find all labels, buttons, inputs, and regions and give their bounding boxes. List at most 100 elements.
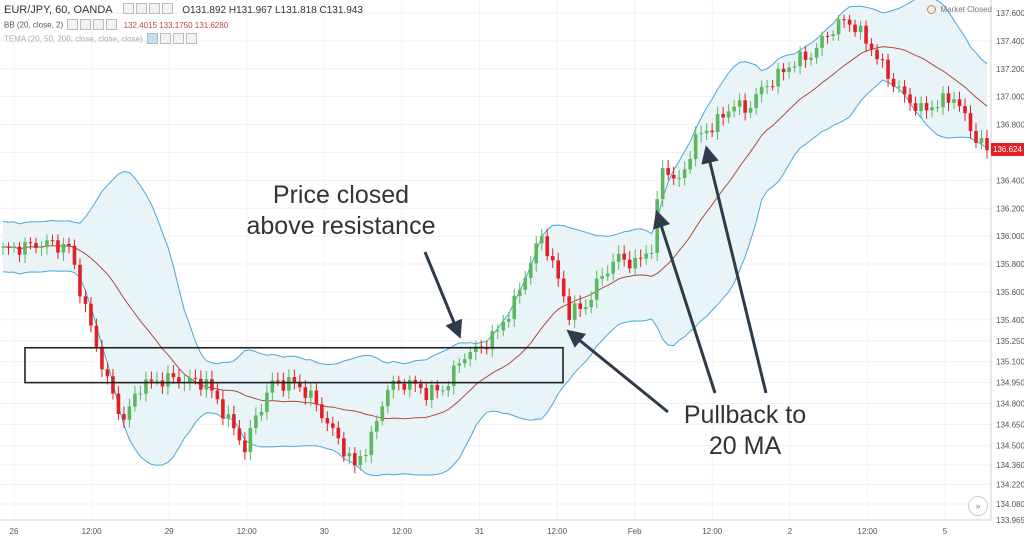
price-axis: 137.600137.400137.200137.000136.800136.6… bbox=[996, 9, 1024, 525]
candle-body bbox=[539, 236, 544, 244]
candle-body bbox=[451, 365, 456, 386]
candle-body bbox=[28, 242, 33, 244]
price-tick-label: 134.220 bbox=[996, 480, 1024, 489]
candle-body bbox=[259, 411, 264, 416]
candle-body bbox=[594, 278, 599, 300]
candle-body bbox=[869, 43, 874, 50]
candle-body bbox=[589, 299, 594, 308]
candle-body bbox=[281, 380, 286, 391]
time-tick-label: 30 bbox=[320, 527, 329, 536]
candle-body bbox=[342, 438, 346, 457]
candle-body bbox=[809, 57, 813, 60]
candle-body bbox=[39, 246, 44, 248]
candle-body bbox=[737, 100, 742, 107]
candle-body bbox=[946, 93, 951, 103]
candle-body bbox=[792, 66, 797, 68]
price-tick-label: 136.400 bbox=[996, 176, 1024, 185]
price-tick-label: 136.200 bbox=[996, 204, 1024, 213]
price-tick-label: 137.600 bbox=[996, 9, 1024, 18]
bollinger-band-fill bbox=[3, 0, 987, 476]
candle-body bbox=[331, 423, 335, 428]
candle-body bbox=[528, 263, 533, 278]
candle-body bbox=[715, 113, 720, 133]
candle-body bbox=[193, 377, 198, 379]
candle-body bbox=[908, 94, 912, 104]
candle-body bbox=[23, 242, 27, 255]
arrow-to-pullback-1 bbox=[566, 329, 669, 414]
candle-body bbox=[776, 68, 780, 87]
candle-body bbox=[232, 414, 236, 429]
moving-average-20 bbox=[2, 46, 988, 420]
candle-body bbox=[875, 49, 879, 60]
candle-body bbox=[732, 106, 736, 112]
candle-body bbox=[221, 399, 225, 419]
price-tick-label: 134.650 bbox=[996, 420, 1024, 429]
time-axis: 26 12:00 29 12:00 30 12:00 31 12:00 Feb 12:00 2 12:… bbox=[10, 527, 948, 536]
legend-tema: TEMA (20, 50, 200, close, close, close) bbox=[4, 33, 197, 46]
candle-body bbox=[803, 51, 808, 60]
candle-body bbox=[836, 19, 841, 35]
time-tick-label: 12:00 bbox=[82, 527, 103, 536]
candle-body bbox=[842, 19, 846, 21]
price-tick-label: 135.800 bbox=[996, 260, 1024, 269]
scroll-to-latest-button[interactable]: » bbox=[968, 496, 988, 516]
candle-body bbox=[83, 296, 88, 304]
price-tick-label: 137.200 bbox=[996, 65, 1024, 74]
candle-body bbox=[166, 373, 170, 387]
candle-body bbox=[386, 389, 390, 407]
candle-body bbox=[858, 25, 863, 33]
candle-body bbox=[495, 330, 500, 332]
candle-body bbox=[605, 273, 610, 277]
candle-body bbox=[963, 106, 967, 114]
candle-body bbox=[149, 379, 154, 382]
candle-body bbox=[781, 68, 786, 73]
price-tick-label: 137.400 bbox=[996, 37, 1024, 46]
candle-body bbox=[583, 307, 588, 309]
current-price-badge: 136.624 bbox=[991, 143, 1024, 156]
time-tick-label: 31 bbox=[475, 527, 484, 536]
bb-label: BB (20, close, 2) bbox=[4, 20, 64, 30]
candle-body bbox=[649, 252, 654, 254]
candle-body bbox=[666, 168, 670, 175]
candle-body bbox=[847, 19, 852, 25]
time-tick-label: 12:00 bbox=[857, 527, 878, 536]
candle-body bbox=[17, 246, 22, 255]
candle-body bbox=[188, 377, 192, 383]
arrow-to-breakout bbox=[423, 251, 463, 339]
candle-body bbox=[446, 385, 451, 391]
candle-body bbox=[429, 384, 434, 400]
candle-body bbox=[820, 35, 824, 48]
price-tick-label: 136.000 bbox=[996, 232, 1024, 241]
candle-body bbox=[550, 256, 555, 261]
symbol-controls[interactable] bbox=[121, 3, 174, 17]
candle-body bbox=[210, 379, 214, 391]
candle-body bbox=[968, 113, 973, 132]
candle-body bbox=[638, 257, 643, 259]
candle-body bbox=[133, 393, 137, 407]
candle-body bbox=[298, 381, 302, 388]
candle-body bbox=[523, 277, 528, 290]
candle-body bbox=[770, 86, 775, 88]
candle-body bbox=[831, 34, 835, 37]
candle-body bbox=[265, 392, 269, 412]
candle-body bbox=[611, 261, 615, 274]
price-tick-label: 134.500 bbox=[996, 441, 1024, 450]
candle-body bbox=[512, 295, 517, 319]
candle-body bbox=[375, 420, 379, 432]
candle-body bbox=[699, 133, 703, 135]
candle-body bbox=[506, 318, 511, 322]
candle-body bbox=[814, 47, 819, 58]
tema-controls[interactable] bbox=[145, 33, 197, 46]
candle-body bbox=[660, 168, 665, 200]
candle-body bbox=[979, 138, 984, 143]
candle-body bbox=[754, 94, 758, 108]
candle-body bbox=[226, 414, 231, 419]
candle-body bbox=[72, 245, 77, 265]
candle-body bbox=[572, 303, 577, 320]
candle-body bbox=[671, 174, 676, 179]
candle-body bbox=[567, 296, 572, 320]
bb-controls[interactable] bbox=[65, 19, 118, 32]
candle-body bbox=[556, 260, 561, 279]
candle-body bbox=[100, 346, 104, 370]
